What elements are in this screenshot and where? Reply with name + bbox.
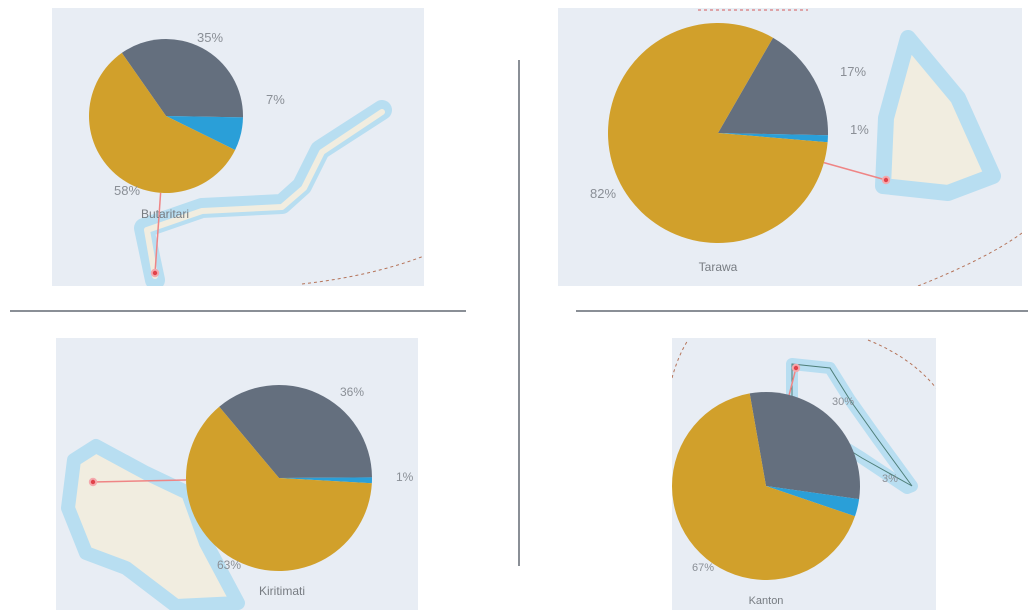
atoll-shape <box>875 30 1001 201</box>
boundary-dotted-line <box>301 255 424 285</box>
location-marker <box>150 268 160 278</box>
map-panel-butaritari: 35% 7% 58% Butaritari <box>52 8 424 286</box>
slice-label: 1% <box>850 122 869 137</box>
pie-chart-kiritimati: 36% 1% 63% <box>88 384 414 572</box>
pie-chart-tarawa: 17% 1% 82% <box>590 23 891 244</box>
pie-slice[interactable] <box>718 37 828 136</box>
divider-vertical <box>518 60 520 566</box>
divider-horizontal-right <box>576 310 1028 312</box>
divider-horizontal-left <box>10 310 466 312</box>
leader-line <box>788 367 797 396</box>
location-label: Kiritimati <box>259 584 305 598</box>
pie-slice[interactable] <box>279 477 373 484</box>
location-marker <box>881 175 891 185</box>
pie-slice[interactable] <box>672 393 855 580</box>
map-panel-kanton: 30% 3% 67% Kanton <box>672 338 936 610</box>
map-panel-tarawa: 17% 1% 82% Tarawa <box>558 8 1022 286</box>
slice-label: 58% <box>114 183 140 198</box>
pie-chart-butaritari: 35% 7% 58% <box>89 30 285 278</box>
pie-slice[interactable] <box>166 116 243 150</box>
slice-label: 1% <box>396 470 414 484</box>
slice-label: 17% <box>840 64 866 79</box>
atoll-land <box>144 109 385 279</box>
map-butaritari: 35% 7% 58% Butaritari <box>89 30 424 286</box>
slice-label: 67% <box>692 562 714 574</box>
pie-slice[interactable] <box>89 52 236 193</box>
slice-label: 3% <box>882 473 898 485</box>
slice-label: 82% <box>590 186 616 201</box>
boundary-dotted-line <box>917 232 1022 286</box>
leader-line <box>823 161 887 181</box>
map-kiritimati: 36% 1% 63% Kiritimati <box>61 384 414 610</box>
boundary-dotted-line <box>672 339 689 379</box>
slice-label: 35% <box>197 30 223 45</box>
pie-chart-kanton: 30% 3% 67% <box>672 363 898 580</box>
slice-label: 36% <box>340 385 364 399</box>
pie-slice[interactable] <box>219 384 372 478</box>
slice-label: 30% <box>832 396 854 408</box>
pie-slice[interactable] <box>749 392 860 500</box>
boundary-dotted-line <box>867 339 936 389</box>
leader-line <box>92 479 187 483</box>
location-label: Butaritari <box>141 207 189 221</box>
location-marker <box>791 363 801 373</box>
pie-slice[interactable] <box>766 486 860 517</box>
map-kanton: 30% 3% 67% Kanton <box>672 339 936 607</box>
map-tarawa: 17% 1% 82% Tarawa <box>590 9 1022 286</box>
location-marker <box>88 477 98 487</box>
slice-label: 63% <box>217 558 241 572</box>
map-panel-kiritimati: 36% 1% 63% Kiritimati <box>56 338 418 610</box>
atoll-shape <box>61 439 245 610</box>
pie-slice[interactable] <box>608 23 828 244</box>
location-label: Tarawa <box>699 260 738 274</box>
pie-slice[interactable] <box>121 39 243 118</box>
pie-slice[interactable] <box>185 406 372 571</box>
slice-label: 7% <box>266 92 285 107</box>
location-label: Kanton <box>749 595 784 607</box>
pie-slice[interactable] <box>718 133 828 143</box>
leader-line <box>154 192 162 274</box>
